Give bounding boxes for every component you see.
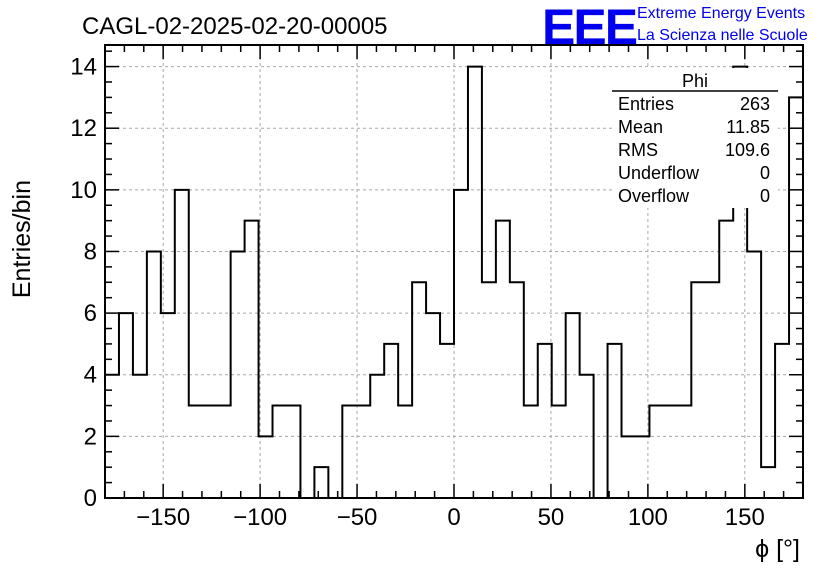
histogram-bin	[454, 190, 468, 498]
stats-row-value: 0	[760, 186, 770, 206]
histogram-bin	[384, 344, 398, 498]
y-tick-labels: 0 2 4 6 8 10 12 14	[70, 54, 97, 512]
x-tick-label: 0	[447, 504, 460, 531]
histogram-bin	[203, 406, 217, 498]
histogram-bin	[189, 406, 203, 498]
stats-title: Phi	[682, 71, 708, 91]
histogram-bin	[286, 406, 300, 498]
stats-row-label: Underflow	[618, 163, 700, 183]
y-tick-label: 10	[70, 177, 97, 204]
histogram-bin	[691, 282, 705, 498]
stats-row-value: 109.6	[725, 140, 770, 160]
histogram-bin	[608, 344, 622, 498]
stats-box: Phi Entries 263 Mean 11.85 RMS 109.6 Underflow…	[612, 68, 778, 208]
stats-row-value: 0	[760, 163, 770, 183]
histogram-bin	[119, 313, 133, 498]
stats-rows: Entries 263 Mean 11.85 RMS 109.6 Underflow 0 Ove…	[618, 94, 770, 206]
histogram-bin	[342, 406, 356, 498]
histogram-bin	[245, 221, 259, 498]
histogram-bin	[705, 282, 719, 498]
histogram-bin	[524, 406, 538, 498]
x-tick-label: −150	[136, 504, 190, 531]
histogram-bin	[552, 406, 566, 498]
histogram-bin	[496, 221, 510, 498]
histogram-bin	[314, 467, 328, 498]
y-tick-label: 6	[84, 300, 97, 327]
histogram-bin	[649, 406, 663, 498]
x-axis-label: ϕ [°]	[755, 535, 800, 563]
histogram-bin	[175, 190, 189, 498]
plot-frame	[104, 44, 804, 499]
logo-line-2: La Scienza nelle Scuole	[637, 27, 808, 44]
x-tick-label: −100	[233, 504, 287, 531]
x-tick-label: 100	[628, 504, 668, 531]
axis-ticks	[104, 45, 804, 499]
y-tick-label: 12	[70, 115, 97, 142]
histogram-bin	[761, 467, 775, 498]
histogram-bin	[663, 406, 677, 498]
x-tick-label: 150	[725, 504, 765, 531]
y-tick-label: 14	[70, 54, 97, 81]
histogram-bin	[566, 313, 580, 498]
x-tick-labels: −150 −100 −50 0 50 100 150	[136, 504, 765, 531]
histogram-bin	[217, 406, 231, 498]
histogram-bin	[440, 344, 454, 498]
histogram-bin	[510, 282, 524, 498]
stats-row-label: Mean	[618, 117, 663, 137]
histogram-bin	[356, 406, 370, 498]
stats-row-label: Overflow	[618, 186, 690, 206]
y-tick-label: 4	[84, 362, 97, 389]
x-tick-label: −50	[337, 504, 378, 531]
histogram-bin	[412, 282, 426, 498]
y-tick-label: 2	[84, 423, 97, 450]
histogram-bin	[482, 282, 496, 498]
histogram-bin	[468, 67, 482, 498]
logo-letters: EEE	[542, 0, 637, 55]
logo-line-1: Extreme Energy Events	[637, 5, 805, 22]
stats-row-value: 11.85	[726, 117, 770, 137]
y-axis-label: Entries/bin	[8, 180, 36, 298]
logo: EEE Extreme Energy Events La Scienza nel…	[542, 0, 808, 55]
x-tick-label: 50	[538, 504, 565, 531]
histogram-bin	[677, 406, 691, 498]
histogram-bin	[719, 221, 733, 498]
y-tick-label: 0	[84, 485, 97, 512]
histogram-bin	[273, 406, 287, 498]
stats-row-label: RMS	[618, 140, 658, 160]
y-tick-label: 8	[84, 238, 97, 265]
histogram-bin	[426, 313, 440, 498]
histogram-bin	[622, 436, 636, 498]
histogram-bin	[398, 406, 412, 498]
stats-row-label: Entries	[618, 94, 674, 114]
stats-row-value: 263	[740, 94, 770, 114]
histogram-bin	[775, 344, 789, 498]
chart-title: CAGL-02-2025-02-20-00005	[82, 13, 388, 40]
histogram-bin	[538, 344, 552, 498]
histogram-outline	[104, 65, 804, 499]
